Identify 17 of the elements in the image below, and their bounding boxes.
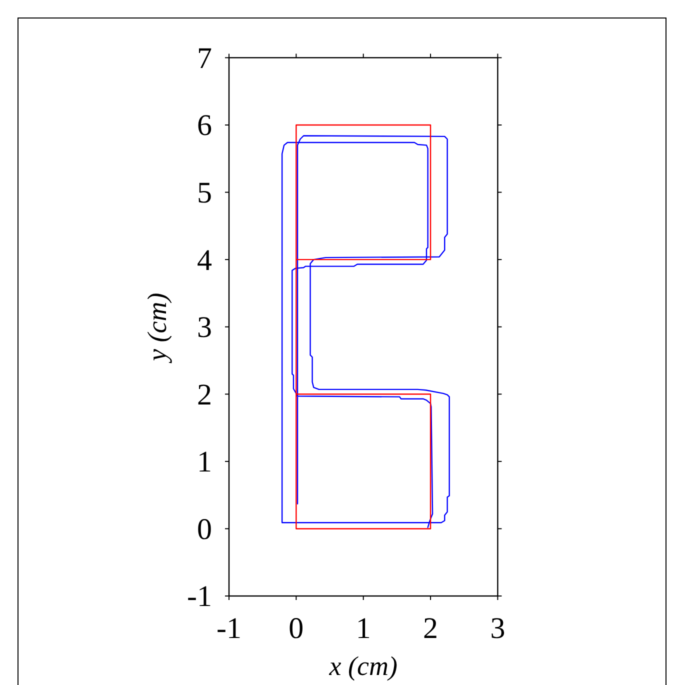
y-tick-label: 0 bbox=[197, 512, 212, 546]
x-tick-label: 1 bbox=[356, 612, 371, 645]
y-axis-title: y (cm) bbox=[142, 292, 172, 364]
line-series bbox=[296, 124, 432, 530]
y-tick-label: 3 bbox=[197, 311, 212, 344]
x-tick-label: 3 bbox=[490, 612, 506, 645]
x-tick-label: 2 bbox=[423, 612, 438, 645]
x-axis-title: x (cm) bbox=[328, 651, 398, 681]
y-tick-label: 7 bbox=[197, 42, 212, 75]
y-tick-label: -1 bbox=[187, 580, 212, 614]
y-tick-label: 1 bbox=[197, 446, 212, 479]
x-tick-label: 0 bbox=[288, 612, 304, 645]
y-tick-label: 5 bbox=[197, 176, 212, 210]
line-series bbox=[281, 135, 450, 528]
y-tick-label: 6 bbox=[197, 109, 212, 142]
y-tick-label: 2 bbox=[197, 378, 212, 412]
y-tick-label: 4 bbox=[197, 244, 212, 277]
